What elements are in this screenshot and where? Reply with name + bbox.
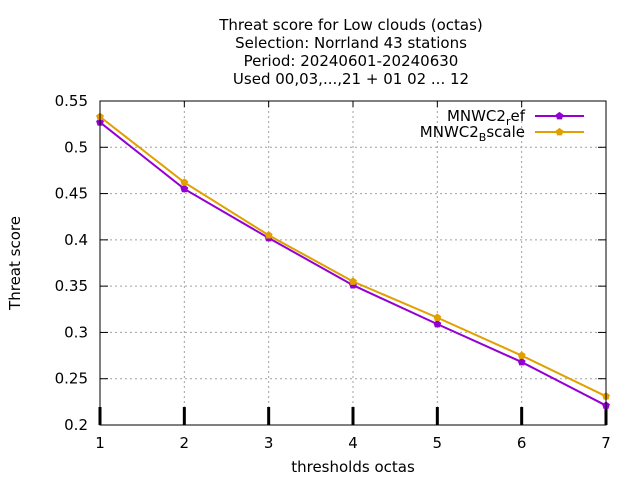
data-point	[517, 357, 526, 366]
y-tick-label: 0.4	[64, 231, 88, 249]
y-tick-labels: 0.2 0.25 0.3 0.35 0.4 0.45 0.5 0.55	[55, 92, 88, 434]
title-line: Period: 20240601-20240630	[244, 52, 459, 70]
title-line: Used 00,03,...,21 + 01 02 ... 12	[233, 70, 469, 88]
data-series	[96, 112, 610, 409]
x-tick-labels: 1 2 3 4 5 6 7	[95, 434, 611, 452]
y-tick-label: 0.3	[64, 323, 88, 341]
data-point	[433, 313, 442, 321]
y-tick-label: 0.55	[55, 92, 88, 110]
data-point	[517, 351, 526, 359]
y-axis-label: Threat score	[6, 216, 24, 311]
legend-swatch-marker	[555, 127, 564, 136]
x-tick-label: 5	[433, 434, 443, 452]
x-tick-label: 6	[517, 434, 527, 452]
y-tick-label: 0.25	[55, 370, 88, 388]
y-tick-label: 0.35	[55, 277, 88, 295]
plot-frame	[99, 100, 607, 426]
grid-lines	[100, 101, 606, 425]
chart-title: Threat score for Low clouds (octas)Selec…	[218, 16, 483, 88]
data-point	[264, 231, 273, 239]
legend-item: MNWC2ref	[447, 107, 584, 128]
data-point	[180, 178, 189, 186]
title-line: Selection: Norrland 43 stations	[235, 34, 467, 52]
title-line: Threat score for Low clouds (octas)	[218, 16, 483, 34]
y-tick-label: 0.45	[55, 185, 88, 203]
x-tick-label: 3	[264, 434, 274, 452]
series-line	[99, 121, 607, 407]
y-tick-label: 0.5	[64, 138, 88, 156]
legend-swatch-marker	[555, 111, 564, 120]
legend-label: MNWC2ref	[447, 107, 526, 128]
data-point	[180, 184, 189, 193]
x-tick-label: 2	[180, 434, 190, 452]
data-point	[349, 277, 357, 285]
legend-item: MNWC2Bscale	[420, 123, 584, 144]
x-tick-label: 4	[348, 434, 358, 452]
x-tick-label: 1	[95, 434, 105, 452]
data-point	[433, 319, 442, 328]
x-tick-label: 7	[601, 434, 611, 452]
x-axis-label: thresholds octas	[291, 458, 415, 476]
y-tick-label: 0.2	[64, 416, 88, 434]
legend-label: MNWC2Bscale	[420, 123, 525, 144]
